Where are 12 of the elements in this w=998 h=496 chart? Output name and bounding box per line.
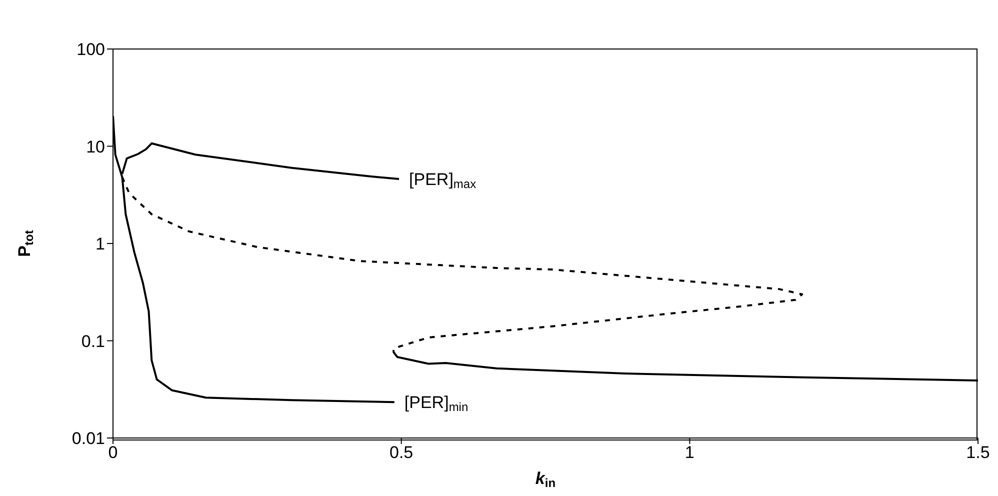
y-tick-label: 100 — [76, 40, 105, 60]
y-tick-label: 0.1 — [81, 332, 105, 351]
y-tick-label: 1 — [96, 234, 105, 254]
x-tick-label: 1.5 — [966, 443, 990, 462]
y-tick-label: 0.01 — [72, 429, 105, 448]
annotation: [PER]$_{max}$ — [409, 170, 476, 192]
x-tick-label: 0 — [108, 443, 118, 462]
x-tick-label: 0.5 — [390, 443, 414, 462]
annotation: [PER]$_{min}$ — [404, 393, 468, 414]
x-axis-title: k$_{in}$ — [535, 469, 556, 490]
x-tick-label: 1 — [684, 443, 694, 462]
y-tick-label: 10 — [86, 137, 105, 156]
